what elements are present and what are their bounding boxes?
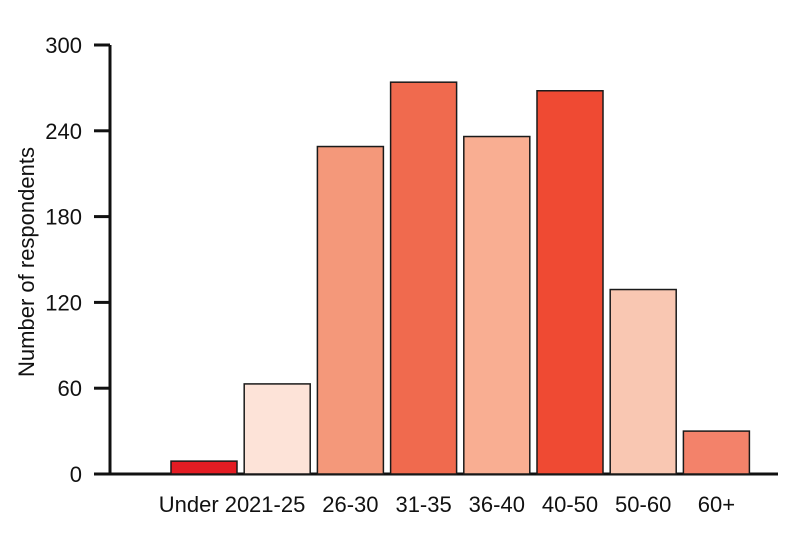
bar-40-50 [536,90,604,475]
y-tick-label: 180 [45,205,82,230]
bar-60- [682,430,751,475]
y-axis-title: Number of respondents [14,147,39,377]
x-tick-label: 31-35 [395,492,451,517]
y-tick-label: 60 [58,376,82,401]
x-tick-label: 21-25 [249,492,305,517]
x-tick-label: 50-60 [615,492,671,517]
y-tick-label: 300 [45,33,82,58]
y-tick-label: 240 [45,119,82,144]
y-tick-label: 120 [45,290,82,315]
x-tick-label: 60+ [698,492,735,517]
bar-21-25 [243,383,311,475]
bar-under-20 [170,460,238,475]
x-tick-label: 36-40 [469,492,525,517]
y-axis: 0 60 120 180 240 300 [45,33,112,487]
bar-50-60 [609,288,677,475]
x-tick-label: 40-50 [542,492,598,517]
x-tick-labels: Under 20 21-25 26-30 31-35 36-40 40-50 50-60 60… [159,492,735,517]
bar-26-30 [316,145,385,475]
bar-36-40 [463,135,531,475]
bars [170,81,751,475]
x-tick-label: Under 20 [159,492,250,517]
y-tick-label: 0 [70,462,82,487]
x-tick-label: 26-30 [322,492,378,517]
bar-31-35 [389,81,458,475]
